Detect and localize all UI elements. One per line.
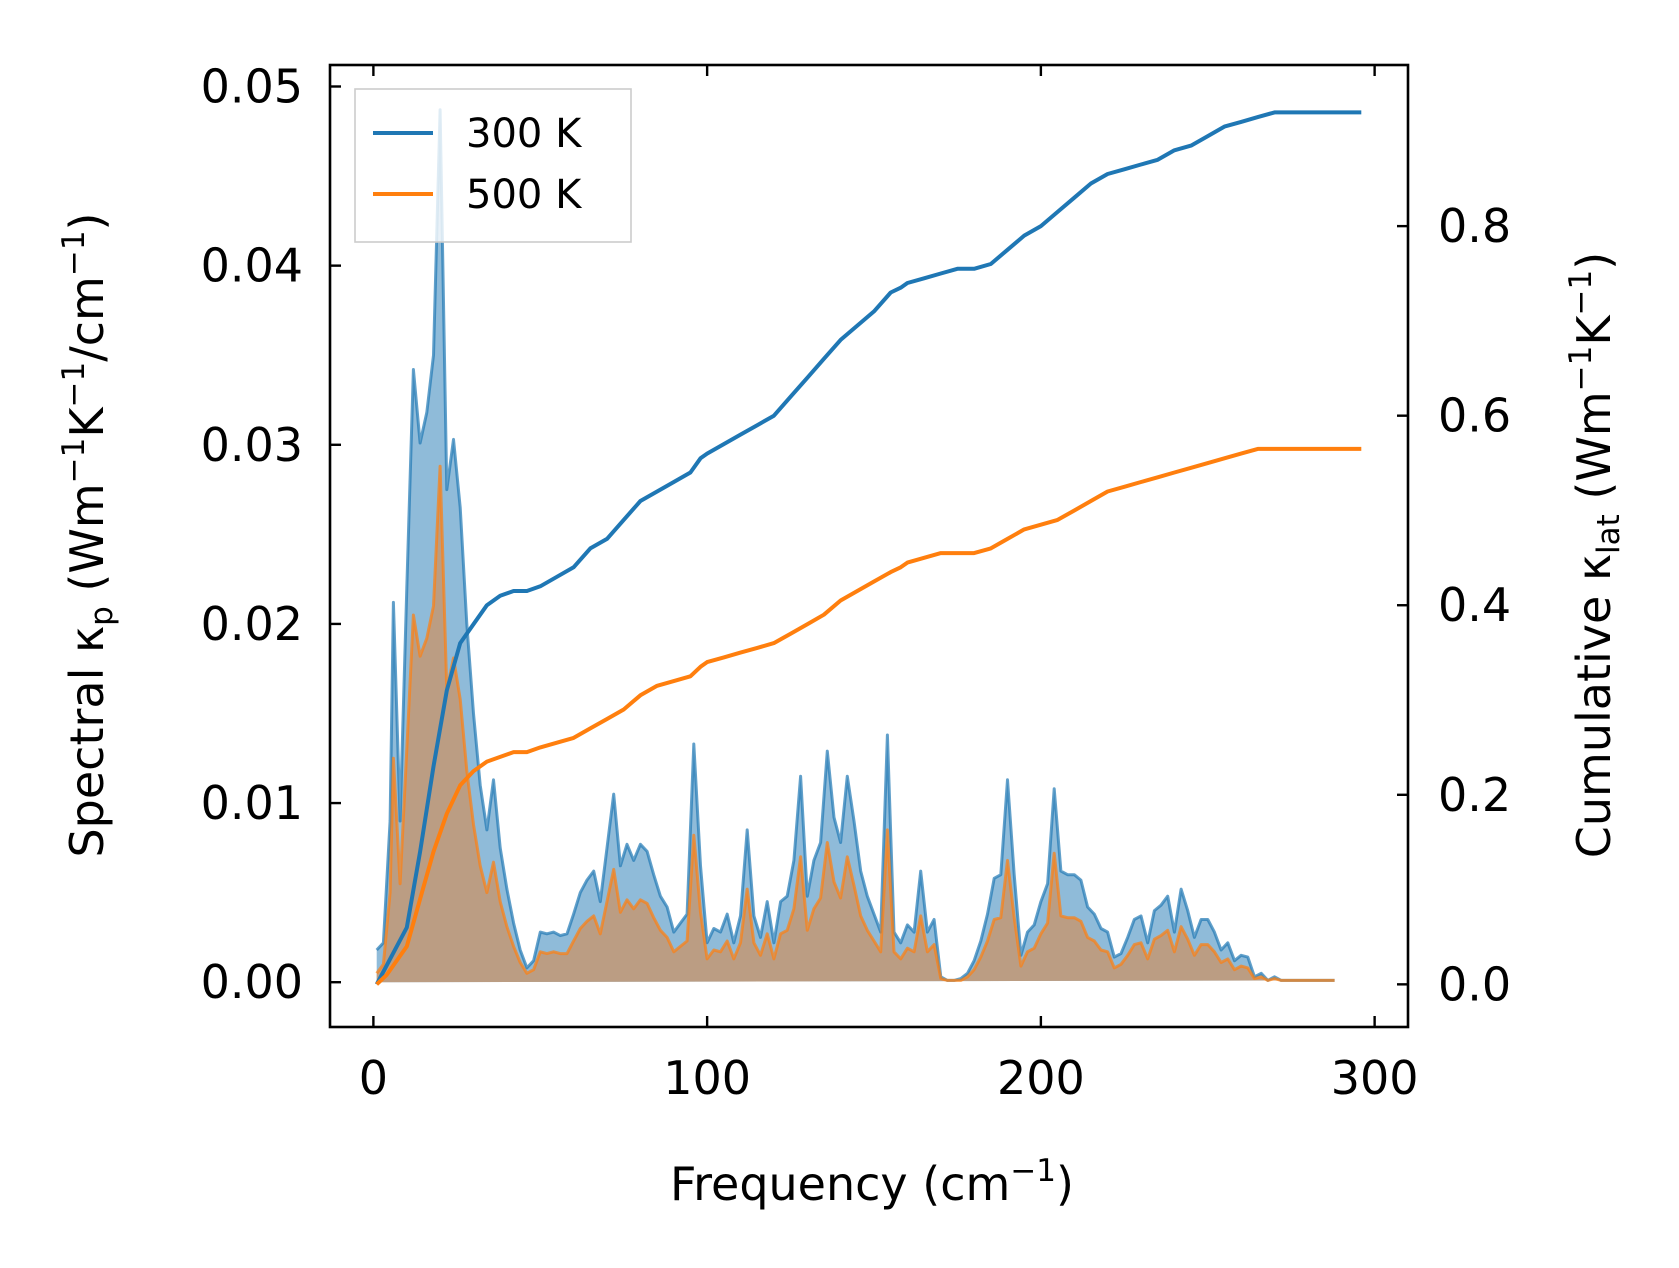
x-tick-label: 0 [359, 1051, 388, 1105]
y-left-tick-label: 0.04 [201, 239, 303, 293]
spectral-area-500k [376, 466, 1335, 983]
y-right-title-part1: Cumulative κ [1567, 554, 1621, 858]
y-right-title-part2: (Wm [1567, 391, 1621, 514]
spectral-line-300k [375, 108, 1335, 982]
y-right-tick-label: 0.4 [1438, 578, 1511, 632]
y-left-title-sup1: −1 [56, 438, 92, 484]
y-left-title-part5: ) [60, 212, 114, 230]
y-left-title-sup2: −1 [56, 362, 92, 408]
y-right-tick-label: 0.0 [1438, 957, 1511, 1011]
x-axis-title-end: ) [1056, 1157, 1074, 1211]
ticks: 0 100 200 300 0.00 0.01 0.02 0.03 0.04 0.05 0.0 0.2… [201, 59, 1512, 1105]
y-left-axis-title: Spectral κp (Wm−1K−1/cm−1) [56, 212, 120, 857]
y-right-tick-label: 0.2 [1438, 768, 1511, 822]
y-right-title-sup1: −1 [1563, 346, 1599, 392]
axes-frame [328, 63, 1410, 1029]
y-left-tick-label: 0.05 [201, 59, 303, 113]
y-left-title-part1: Spectral κ [60, 626, 114, 858]
legend-label-500k: 500 K [466, 172, 583, 218]
legend-label-300k: 300 K [466, 111, 583, 157]
legend: 300 K 500 K [354, 88, 632, 243]
x-axis-title: Frequency (cm−1) [670, 1153, 1074, 1211]
x-tick-label: 300 [1331, 1051, 1419, 1105]
y-right-tick-label: 0.6 [1438, 389, 1511, 443]
y-left-title-sup3: −1 [56, 230, 92, 276]
x-axis-title-text: Frequency (cm [670, 1157, 1010, 1211]
cumulative-line-500k [375, 446, 1362, 986]
y-left-title-part3: K [60, 406, 114, 438]
y-right-title-part3: K [1567, 314, 1621, 346]
x-axis-title-sup: −1 [1010, 1153, 1056, 1189]
plot-area [374, 108, 1362, 986]
y-left-tick-label: 0.02 [201, 597, 303, 651]
y-right-title-sup2: −1 [1563, 270, 1599, 316]
y-right-axis-title: Cumulative κlat (Wm−1K−1) [1563, 252, 1627, 858]
y-left-tick-label: 0.03 [201, 418, 303, 472]
y-right-title-part4: ) [1567, 252, 1621, 270]
spectral-line-500k [375, 464, 1335, 982]
y-left-tick-label: 0.00 [201, 955, 303, 1009]
y-right-title-sub: lat [1591, 514, 1627, 554]
y-left-title-part2: (Wm [60, 483, 114, 606]
x-tick-label: 200 [997, 1051, 1085, 1105]
cumulative-line-300k [374, 110, 1362, 986]
y-right-tick-label: 0.8 [1438, 199, 1511, 253]
y-left-tick-label: 0.01 [201, 776, 303, 830]
x-tick-label: 100 [663, 1051, 751, 1105]
y-left-title-part4: /cm [60, 276, 114, 362]
legend-box [354, 88, 632, 243]
y-left-title-sub: p [84, 606, 120, 626]
